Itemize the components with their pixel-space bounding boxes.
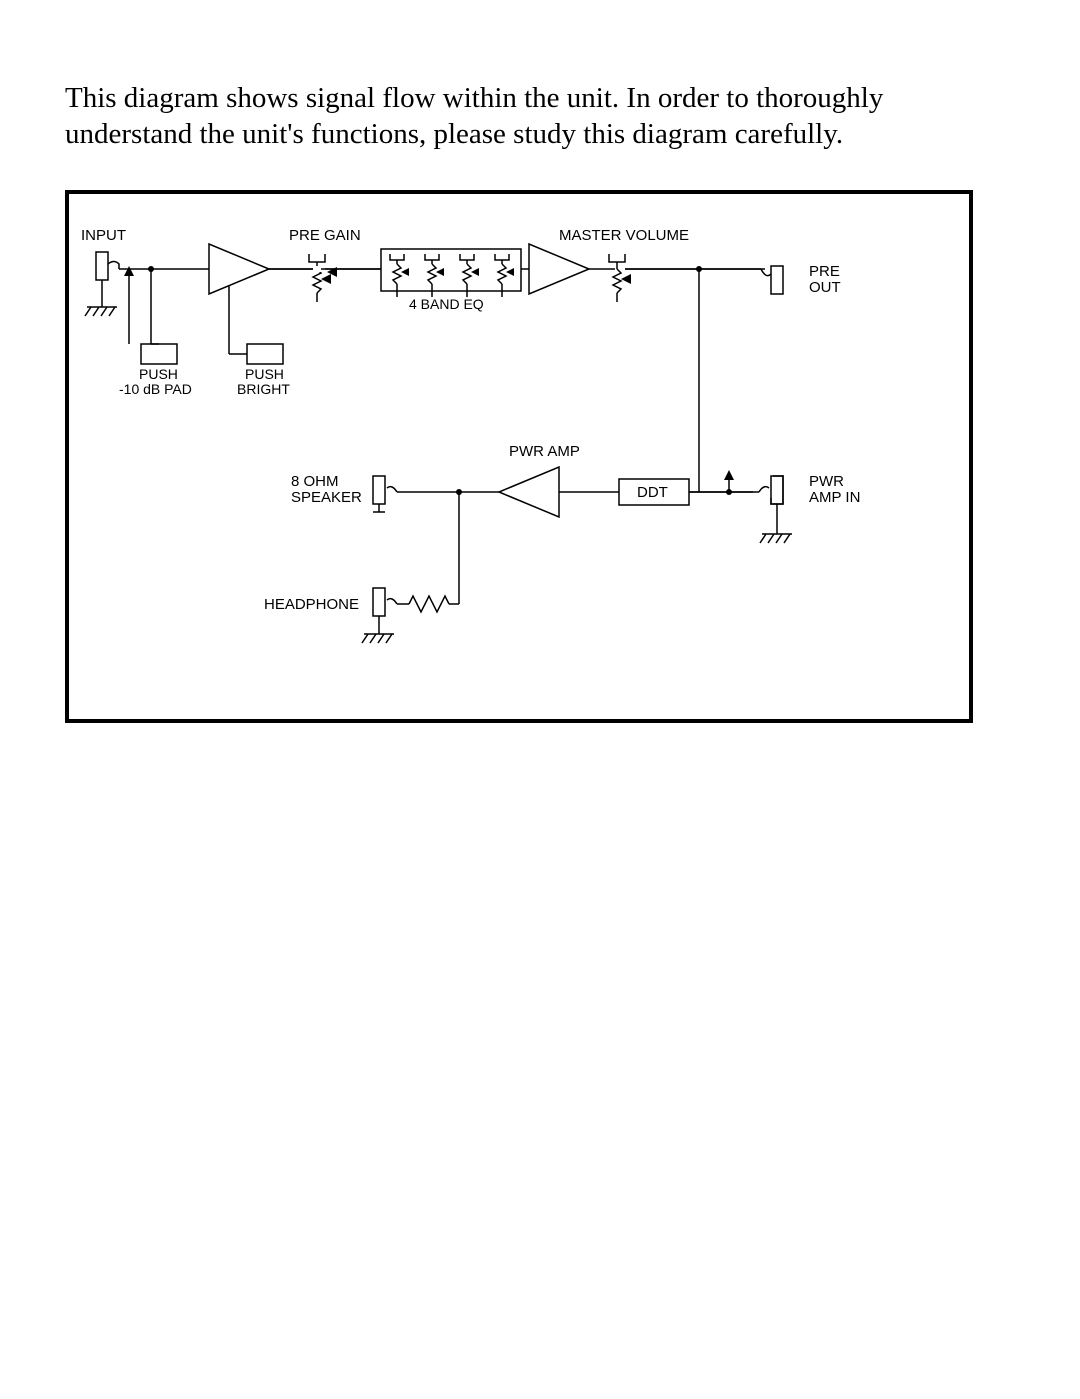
pregain-label: PRE GAIN — [289, 227, 361, 244]
pad-switch-icon — [141, 344, 177, 364]
diagram-svg: INPUT — [69, 194, 969, 719]
pwramp-label: PWR AMP — [509, 443, 580, 460]
pad-label-2: -10 dB PAD — [119, 381, 192, 397]
preout-label-2: OUT — [809, 279, 841, 296]
master-volume-label: MASTER VOLUME — [559, 227, 689, 244]
preout-label-1: PRE — [809, 263, 840, 280]
bright-switch-icon — [247, 344, 283, 364]
headphone-label: HEADPHONE — [264, 596, 359, 613]
preamp-2-icon — [529, 244, 589, 294]
input-jack-tip — [108, 262, 119, 270]
page: This diagram shows signal flow within th… — [0, 0, 1080, 1399]
pwrampin-label-1: PWR — [809, 473, 844, 490]
speaker-label-2: SPEAKER — [291, 489, 362, 506]
ddt-label: DDT — [637, 484, 668, 501]
eq-box — [381, 249, 521, 291]
bright-label-2: BRIGHT — [237, 381, 290, 397]
headphone-jack-icon — [373, 588, 385, 616]
input-jack-icon — [96, 252, 108, 280]
pad-label-1: PUSH — [139, 366, 178, 382]
bright-label-1: PUSH — [245, 366, 284, 382]
resistor-icon — [409, 596, 449, 612]
signal-flow-diagram: INPUT — [65, 190, 973, 723]
speaker-label-1: 8 OHM — [291, 473, 339, 490]
preamp-1-icon — [209, 244, 269, 294]
power-amp-icon — [499, 467, 559, 517]
eq-label: 4 BAND EQ — [409, 296, 484, 312]
intro-text: This diagram shows signal flow within th… — [65, 80, 1015, 153]
ground-icon — [362, 634, 394, 643]
input-label: INPUT — [81, 227, 126, 244]
ground-icon — [760, 534, 792, 543]
pwrampin-label-2: AMP IN — [809, 489, 860, 506]
ground-icon — [85, 307, 117, 316]
master-volume-pot-icon — [609, 254, 631, 302]
speaker-jack-icon — [373, 476, 385, 504]
